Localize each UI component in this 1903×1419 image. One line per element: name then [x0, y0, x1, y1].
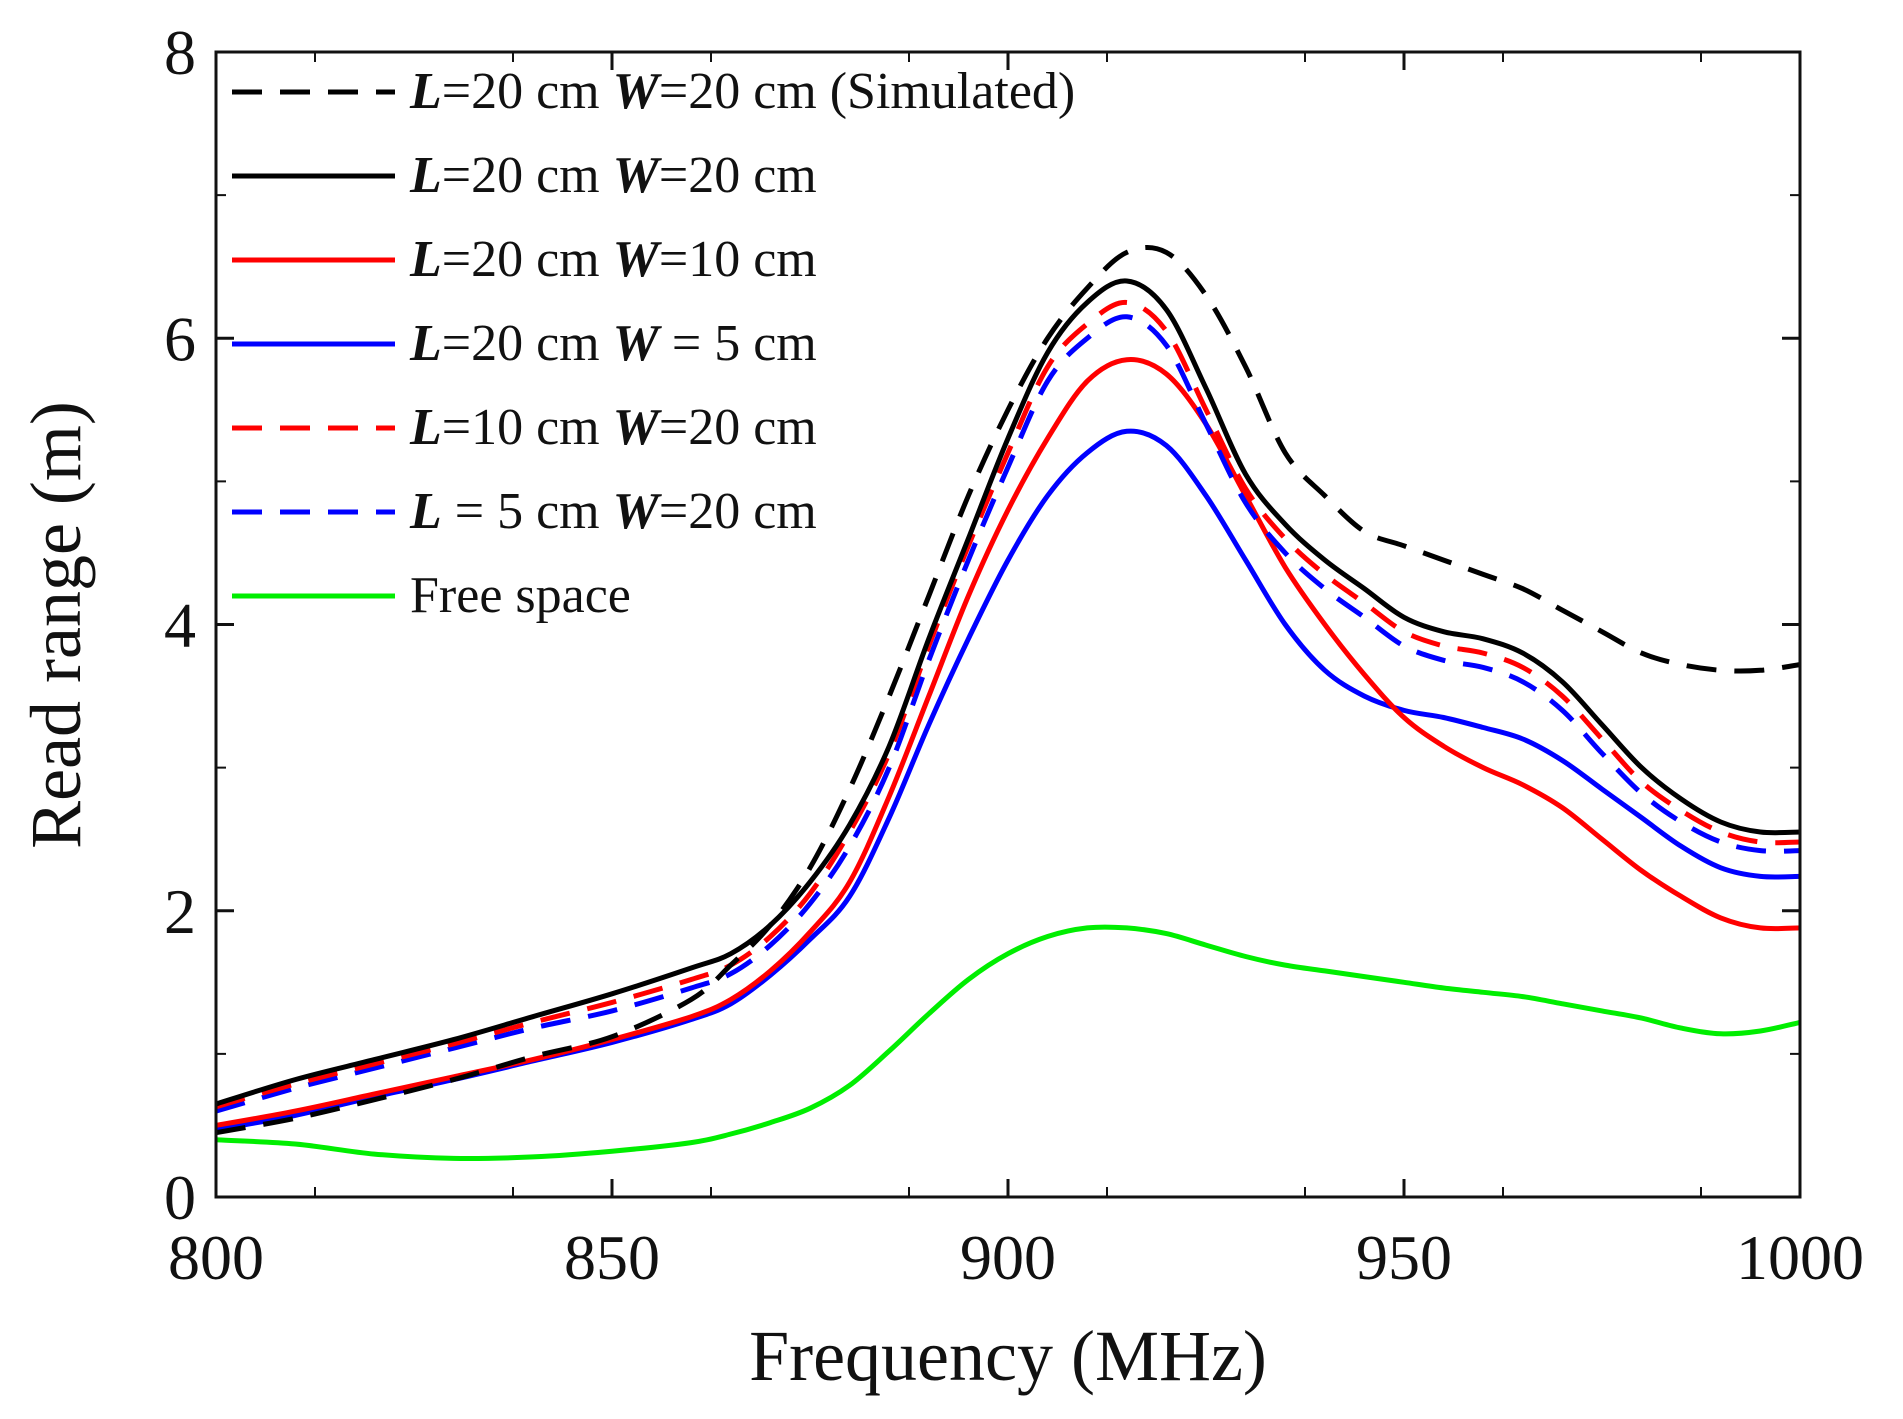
legend-label-part: L	[409, 315, 442, 372]
y-axis-title: Read range (m)	[16, 401, 96, 849]
legend-label-part: =10 cm	[659, 231, 817, 288]
legend-label-2: L=20 cm W=10 cm	[409, 231, 817, 288]
legend-label-part: =20 cm	[442, 231, 613, 288]
legend-label-part: =20 cm	[659, 483, 817, 540]
series-line-3	[216, 428, 1800, 1133]
series-line-2	[216, 357, 1800, 1128]
series-line-6	[216, 924, 1800, 1162]
legend-label-part: = 5 cm	[442, 483, 613, 540]
y-tick-label: 8	[164, 17, 196, 88]
x-tick-label: 800	[168, 1222, 264, 1293]
plot-frame	[214, 50, 1802, 1199]
legend-label-part: Free space	[410, 567, 631, 624]
x-tick-label: 900	[960, 1222, 1056, 1293]
legend-label-part: L	[409, 399, 442, 456]
legend-label-part: L	[409, 63, 442, 120]
legend-label-part: =20 cm	[442, 315, 613, 372]
legend-label-1: L=20 cm W=20 cm	[409, 147, 817, 204]
legend-label-part: =20 cm (Simulated)	[659, 63, 1075, 120]
legend-label-part: =20 cm	[442, 147, 613, 204]
y-tick-label: 4	[164, 590, 196, 661]
legend-label-part: W	[613, 147, 663, 204]
legend-label-0: L=20 cm W=20 cm (Simulated)	[409, 63, 1075, 120]
series-layer	[216, 244, 1800, 1162]
legend-label-part: W	[613, 231, 663, 288]
series-line-4	[216, 299, 1800, 1110]
y-tick-label: 6	[164, 303, 196, 374]
y-tick-label: 2	[164, 876, 196, 947]
series-line-1	[216, 278, 1800, 1107]
legend-label-part: W	[613, 483, 663, 540]
legend-label-part: =20 cm	[659, 147, 817, 204]
ticks-layer: 800 850 900 950 1000 0 2 4 6 8	[164, 17, 1864, 1293]
legend-label-4: L=10 cm W=20 cm	[409, 399, 817, 456]
x-tick-label: 850	[564, 1222, 660, 1293]
legend-label-6: Free space	[410, 567, 631, 624]
legend: L=20 cm W=20 cm (Simulated)L=20 cm W=20 …	[232, 63, 1075, 624]
x-tick-label: 950	[1356, 1222, 1452, 1293]
legend-label-part: L	[409, 483, 442, 540]
legend-label-part: W	[613, 315, 663, 372]
legend-label-part: L	[409, 231, 442, 288]
legend-label-part: =10 cm	[442, 399, 613, 456]
legend-label-part: W	[613, 399, 663, 456]
series-line-0	[216, 244, 1800, 1136]
x-axis-title: Frequency (MHz)	[749, 1316, 1267, 1396]
legend-label-5: L = 5 cm W=20 cm	[409, 483, 817, 540]
legend-label-part: =20 cm	[659, 399, 817, 456]
x-tick-label: 1000	[1736, 1222, 1864, 1293]
legend-label-3: L=20 cm W = 5 cm	[409, 315, 817, 372]
y-tick-label: 0	[164, 1162, 196, 1233]
legend-label-part: = 5 cm	[659, 315, 817, 372]
legend-label-part: L	[409, 147, 442, 204]
legend-label-part: =20 cm	[442, 63, 613, 120]
legend-label-part: W	[613, 63, 663, 120]
series-line-5	[216, 314, 1800, 1114]
